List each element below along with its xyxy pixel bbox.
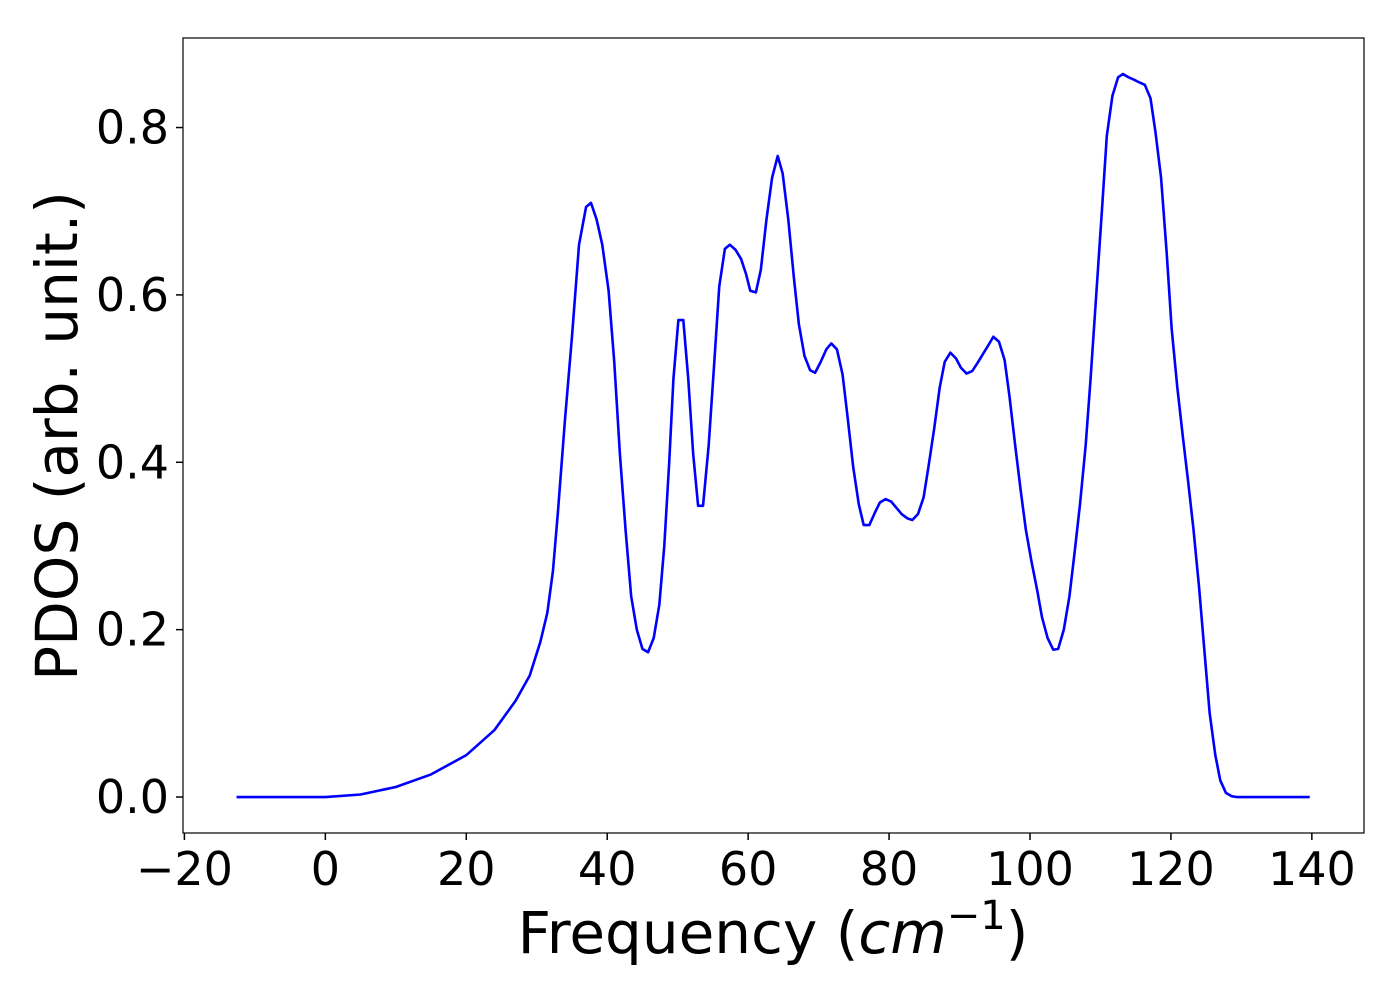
x-label-sup: −1 [947,893,1006,939]
x-axis-label: Frequency (cm−1) [518,893,1029,967]
y-tick-label: 0.4 [96,435,169,489]
x-tick-label: 120 [1127,842,1215,896]
y-tick-label: 0.0 [96,770,169,824]
y-tick-label: 0.6 [96,268,169,322]
x-label-text: Frequency ( [518,899,859,967]
plot-frame [182,37,1365,834]
x-tick-label: 0 [311,842,340,896]
x-label-math: cm [858,899,946,967]
x-tick-label: 40 [578,842,637,896]
x-tick-label: 140 [1268,842,1356,896]
data-line [236,72,1310,799]
y-tick-label: 0.8 [96,101,169,155]
y-axis-label: PDOS (arb. unit.) [23,191,91,681]
x-tick-label: 100 [986,842,1074,896]
x-label-close: ) [1006,899,1029,967]
x-tick-label: 20 [437,842,496,896]
y-tick-label: 0.2 [96,603,169,657]
x-tick-label: 80 [860,842,919,896]
x-tick-label: 60 [719,842,778,896]
x-tick-label: −20 [136,842,233,896]
